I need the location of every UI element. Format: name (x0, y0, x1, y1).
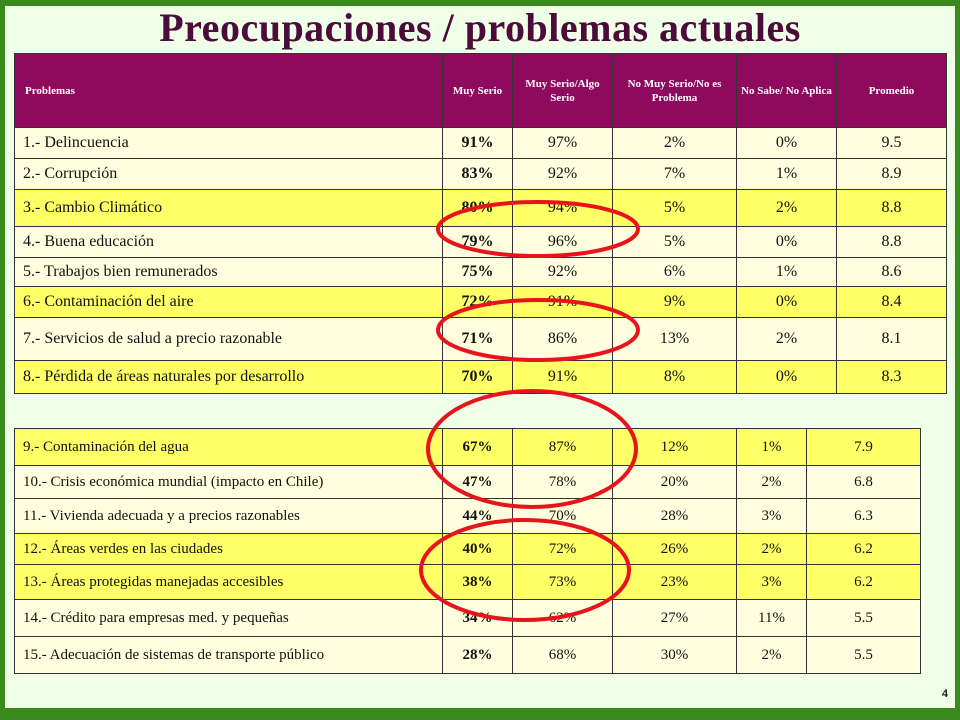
table-row: 12.- Áreas verdes en las ciudades 40% 72% 2… (14, 533, 921, 565)
cell-muy-serio: 28% (442, 636, 513, 674)
table-row: 11.- Vivienda adecuada y a precios razon… (14, 498, 921, 534)
cell-muy-serio: 83% (442, 158, 513, 190)
cell-promedio: 8.6 (836, 257, 947, 287)
table-header: Problemas Muy Serio Muy Serio/Algo Serio… (14, 53, 947, 129)
cell-promedio: 7.9 (806, 428, 921, 466)
cell-no-sabe: 2% (736, 636, 807, 674)
cell-no-sabe: 2% (736, 465, 807, 499)
cell-no-muy-serio: 28% (612, 498, 737, 534)
cell-no-sabe: 0% (736, 360, 837, 394)
cell-promedio: 5.5 (806, 636, 921, 674)
cell-no-muy-serio: 5% (612, 226, 737, 258)
cell-no-muy-serio: 23% (612, 564, 737, 600)
page-title: Preocupaciones / problemas actuales (159, 5, 801, 50)
cell-muy-serio: 70% (442, 360, 513, 394)
cell-no-muy-serio: 30% (612, 636, 737, 674)
cell-no-muy-serio: 6% (612, 257, 737, 287)
row-label: 4.- Buena educación (14, 226, 443, 258)
cell-promedio: 8.3 (836, 360, 947, 394)
row-label: 1.- Delincuencia (14, 127, 443, 159)
table-bottom: 9.- Contaminación del agua 67% 87% 12% 1% 7.9… (14, 428, 921, 674)
cell-no-sabe: 0% (736, 226, 837, 258)
cell-muy-serio-algo-serio: 73% (512, 564, 613, 600)
header-promedio: Promedio (836, 53, 947, 129)
table-row: 10.- Crisis económica mundial (impacto e… (14, 465, 921, 499)
cell-no-muy-serio: 27% (612, 599, 737, 637)
cell-no-muy-serio: 26% (612, 533, 737, 565)
cell-no-sabe: 1% (736, 158, 837, 190)
table-row: 1.- Delincuencia 91% 97% 2% 0% 9.5 (14, 127, 947, 159)
cell-no-muy-serio: 2% (612, 127, 737, 159)
cell-promedio: 6.8 (806, 465, 921, 499)
cell-muy-serio-algo-serio: 92% (512, 257, 613, 287)
row-label: 14.- Crédito para empresas med. y pequeñ… (14, 599, 443, 637)
header-problemas: Problemas (14, 53, 443, 129)
cell-muy-serio-algo-serio: 72% (512, 533, 613, 565)
table-row: 2.- Corrupción 83% 92% 7% 1% 8.9 (14, 158, 947, 190)
row-label: 15.- Adecuación de sistemas de transport… (14, 636, 443, 674)
top-border (0, 0, 960, 6)
row-label: 10.- Crisis económica mundial (impacto e… (14, 465, 443, 499)
table-row: 5.- Trabajos bien remunerados 75% 92% 6% 1% 8… (14, 257, 947, 287)
cell-muy-serio-algo-serio: 91% (512, 360, 613, 394)
cell-no-sabe: 1% (736, 257, 837, 287)
row-label: 8.- Pérdida de áreas naturales por desar… (14, 360, 443, 394)
cell-no-muy-serio: 20% (612, 465, 737, 499)
cell-muy-serio: 47% (442, 465, 513, 499)
cell-no-sabe: 2% (736, 533, 807, 565)
table-row: 15.- Adecuación de sistemas de transport… (14, 636, 921, 674)
bottom-border (0, 708, 960, 720)
row-label: 11.- Vivienda adecuada y a precios razon… (14, 498, 443, 534)
row-label: 13.- Áreas protegidas manejadas accesibl… (14, 564, 443, 600)
row-label: 12.- Áreas verdes en las ciudades (14, 533, 443, 565)
cell-promedio: 6.2 (806, 564, 921, 600)
highlight-circle-contaminacion-aire (436, 298, 640, 362)
cell-no-sabe: 3% (736, 564, 807, 600)
table-row: 14.- Crédito para empresas med. y pequeñ… (14, 599, 921, 637)
header-no-muy-serio: No Muy Serio/No es Problema (612, 53, 737, 129)
cell-no-muy-serio: 8% (612, 360, 737, 394)
cell-no-sabe: 0% (736, 286, 837, 318)
cell-no-sabe: 2% (736, 317, 837, 361)
cell-no-muy-serio: 9% (612, 286, 737, 318)
page-number: 4 (941, 688, 948, 700)
cell-no-sabe: 3% (736, 498, 807, 534)
cell-muy-serio: 40% (442, 533, 513, 565)
highlight-circle-areas-naturales (426, 389, 638, 509)
header-no-sabe: No Sabe/ No Aplica (736, 53, 837, 129)
cell-no-sabe: 1% (736, 428, 807, 466)
highlight-circle-cambio-climatico (436, 200, 640, 258)
cell-promedio: 8.4 (836, 286, 947, 318)
row-label: 7.- Servicios de salud a precio razonabl… (14, 317, 443, 361)
table-row: 8.- Pérdida de áreas naturales por desar… (14, 360, 947, 394)
cell-muy-serio-algo-serio: 68% (512, 636, 613, 674)
cell-no-sabe: 11% (736, 599, 807, 637)
cell-promedio: 8.1 (836, 317, 947, 361)
cell-no-muy-serio: 7% (612, 158, 737, 190)
cell-promedio: 6.2 (806, 533, 921, 565)
table-row: 6.- Contaminación del aire 72% 91% 9% 0% 8.4 (14, 286, 947, 318)
table-row: 13.- Áreas protegidas manejadas accesibl… (14, 564, 921, 600)
row-label: 3.- Cambio Climático (14, 189, 443, 227)
cell-muy-serio: 91% (442, 127, 513, 159)
header-muy-serio-algo-serio: Muy Serio/Algo Serio (512, 53, 613, 129)
cell-promedio: 9.5 (836, 127, 947, 159)
cell-no-muy-serio: 13% (612, 317, 737, 361)
highlight-circle-areas-verdes (419, 518, 631, 622)
cell-muy-serio-algo-serio: 97% (512, 127, 613, 159)
cell-muy-serio-algo-serio: 92% (512, 158, 613, 190)
cell-promedio: 8.9 (836, 158, 947, 190)
cell-muy-serio: 75% (442, 257, 513, 287)
cell-promedio: 6.3 (806, 498, 921, 534)
row-label: 9.- Contaminación del agua (14, 428, 443, 466)
